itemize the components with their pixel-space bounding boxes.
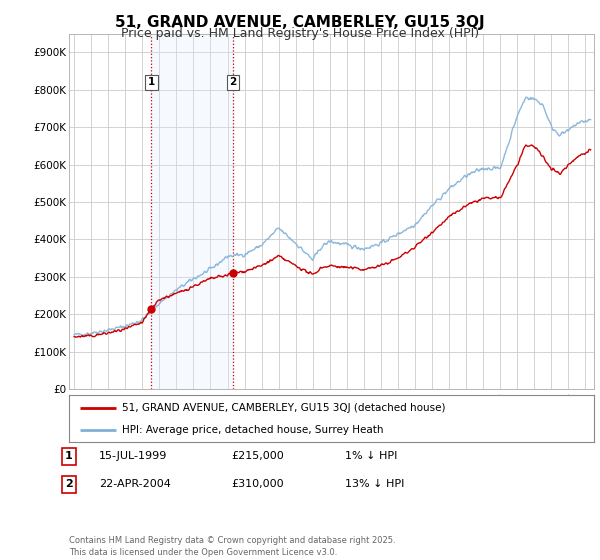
- Text: 1: 1: [148, 77, 155, 87]
- Text: 15-JUL-1999: 15-JUL-1999: [99, 451, 167, 461]
- Text: 1% ↓ HPI: 1% ↓ HPI: [345, 451, 397, 461]
- Text: 51, GRAND AVENUE, CAMBERLEY, GU15 3QJ: 51, GRAND AVENUE, CAMBERLEY, GU15 3QJ: [115, 15, 485, 30]
- Text: Price paid vs. HM Land Registry's House Price Index (HPI): Price paid vs. HM Land Registry's House …: [121, 27, 479, 40]
- Bar: [151, 34, 233, 389]
- Text: 1: 1: [65, 451, 73, 461]
- Text: 22-APR-2004: 22-APR-2004: [99, 479, 171, 489]
- Text: HPI: Average price, detached house, Surrey Heath: HPI: Average price, detached house, Surr…: [121, 424, 383, 435]
- Text: 13% ↓ HPI: 13% ↓ HPI: [345, 479, 404, 489]
- Text: £310,000: £310,000: [231, 479, 284, 489]
- Text: 51, GRAND AVENUE, CAMBERLEY, GU15 3QJ (detached house): 51, GRAND AVENUE, CAMBERLEY, GU15 3QJ (d…: [121, 403, 445, 413]
- Text: £215,000: £215,000: [231, 451, 284, 461]
- Text: 2: 2: [65, 479, 73, 489]
- Text: Contains HM Land Registry data © Crown copyright and database right 2025.
This d: Contains HM Land Registry data © Crown c…: [69, 536, 395, 557]
- Text: 2: 2: [229, 77, 236, 87]
